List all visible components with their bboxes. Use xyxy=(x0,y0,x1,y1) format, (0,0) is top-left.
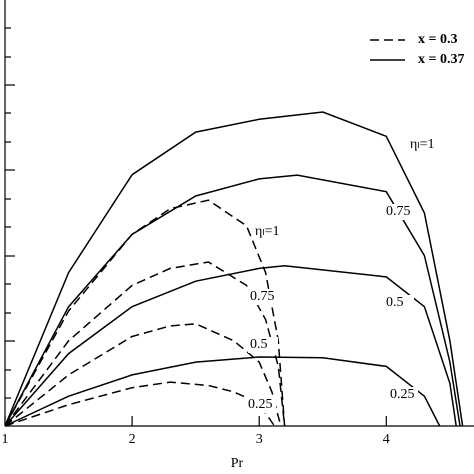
curve-label: 0.25 xyxy=(248,397,273,412)
curve xyxy=(4,111,464,427)
curve xyxy=(4,265,457,427)
curve xyxy=(4,381,276,427)
x-tick-label: 1 xyxy=(2,432,9,447)
curve xyxy=(4,323,282,427)
curve xyxy=(4,174,461,427)
label-bg xyxy=(246,397,276,413)
label-bg xyxy=(408,137,438,153)
y-minor-ticks xyxy=(5,27,15,399)
x-axis-label: Pr xyxy=(231,456,244,471)
curve xyxy=(4,356,441,427)
label-bg xyxy=(384,204,414,220)
label-bg xyxy=(253,224,283,240)
curve-label: ηₗ=1 xyxy=(410,137,435,152)
curve-label: 0.75 xyxy=(250,289,275,304)
curve-label: 0.5 xyxy=(250,337,268,352)
legend-label: x = 0.37 xyxy=(418,52,464,67)
legend-label: x = 0.3 xyxy=(418,32,457,47)
x-tick-label: 4 xyxy=(383,432,390,447)
label-bg xyxy=(384,295,414,311)
curve xyxy=(4,199,286,427)
curve-label: 0.75 xyxy=(386,204,411,219)
curve-label: ηₗ=1 xyxy=(255,224,280,239)
x-tick-label: 3 xyxy=(256,432,263,447)
label-bg xyxy=(388,387,418,403)
x-tick-label: 2 xyxy=(129,432,136,447)
curve-label: 0.5 xyxy=(386,295,404,310)
curve-label: 0.25 xyxy=(390,387,415,402)
curve xyxy=(4,261,286,427)
label-bg xyxy=(248,337,278,353)
label-bg xyxy=(248,289,278,305)
